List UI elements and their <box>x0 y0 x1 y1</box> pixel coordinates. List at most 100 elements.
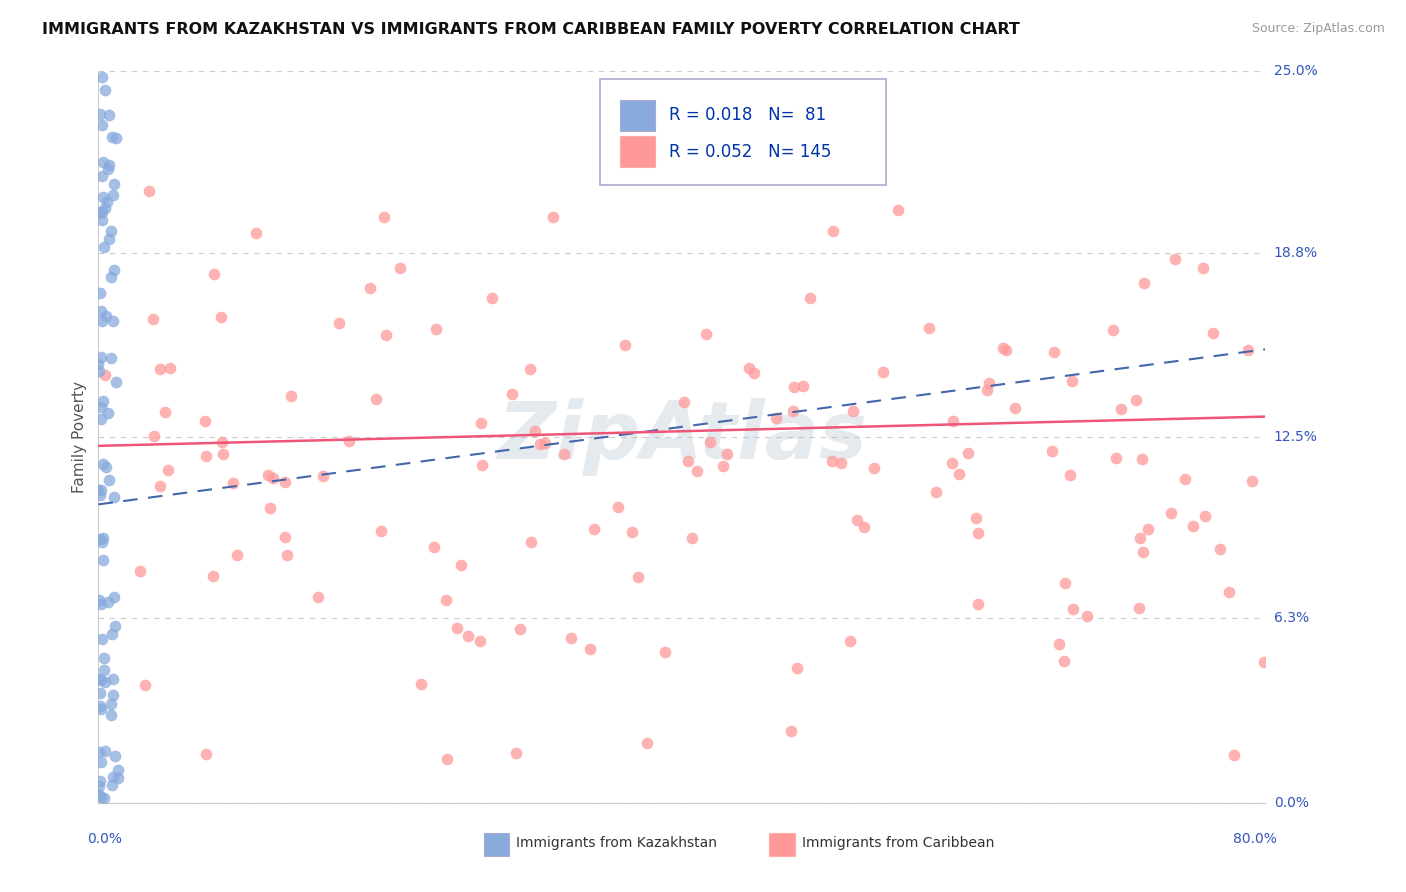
Point <box>582 522 605 536</box>
Point <box>89 107 111 121</box>
Text: IMMIGRANTS FROM KAZAKHSTAN VS IMMIGRANTS FROM CARIBBEAN FAMILY POVERTY CORRELATI: IMMIGRANTS FROM KAZAKHSTAN VS IMMIGRANTS… <box>42 22 1021 37</box>
Point <box>195 747 218 762</box>
Point <box>225 549 247 563</box>
Point <box>97 108 120 122</box>
Point <box>925 485 948 500</box>
Point <box>90 789 112 804</box>
Text: 18.8%: 18.8% <box>1274 246 1317 260</box>
Point <box>97 595 120 609</box>
Point <box>90 702 112 716</box>
Point <box>97 157 120 171</box>
Point <box>706 108 728 122</box>
Point <box>423 540 446 554</box>
Point <box>1062 374 1084 388</box>
Point <box>370 524 392 538</box>
Point <box>765 410 787 425</box>
Point <box>138 184 160 198</box>
Point <box>103 263 125 277</box>
Text: 80.0%: 80.0% <box>1233 832 1277 846</box>
Point <box>104 619 127 633</box>
Point <box>96 195 118 210</box>
Point <box>90 70 112 84</box>
Text: 0.0%: 0.0% <box>1274 796 1309 810</box>
Point <box>274 530 297 544</box>
Point <box>107 771 129 785</box>
Point <box>276 548 298 562</box>
Point <box>201 569 224 583</box>
Point <box>967 525 990 540</box>
Point <box>509 622 531 636</box>
Point <box>1043 344 1066 359</box>
Point <box>681 531 703 545</box>
Point <box>799 291 821 305</box>
Point <box>87 745 110 759</box>
Point <box>579 641 602 656</box>
Text: R = 0.052   N= 145: R = 0.052 N= 145 <box>669 143 831 161</box>
FancyBboxPatch shape <box>620 136 655 167</box>
Point <box>716 447 738 461</box>
Point <box>155 404 177 418</box>
Point <box>1062 602 1084 616</box>
Point <box>501 387 523 401</box>
Point <box>94 368 117 382</box>
Point <box>1209 541 1232 556</box>
Text: 6.3%: 6.3% <box>1274 612 1309 625</box>
Point <box>100 698 122 712</box>
Point <box>89 779 111 793</box>
Point <box>886 202 908 217</box>
Point <box>90 350 112 364</box>
Point <box>100 707 122 722</box>
Point <box>257 467 280 482</box>
Point <box>90 755 112 769</box>
Point <box>212 447 235 461</box>
Point <box>1182 519 1205 533</box>
Point <box>94 310 117 324</box>
Point <box>93 393 115 408</box>
Y-axis label: Family Poverty: Family Poverty <box>72 381 87 493</box>
Point <box>995 343 1018 357</box>
Point <box>94 201 117 215</box>
Point <box>977 376 1000 390</box>
Point <box>470 634 492 648</box>
Point <box>94 744 117 758</box>
Text: Source: ZipAtlas.com: Source: ZipAtlas.com <box>1251 22 1385 36</box>
Point <box>103 688 125 702</box>
Point <box>1053 575 1076 590</box>
Point <box>222 476 245 491</box>
Point <box>780 724 803 739</box>
Point <box>87 483 110 497</box>
Point <box>91 154 114 169</box>
Point <box>686 464 709 478</box>
Point <box>103 590 125 604</box>
Point <box>1253 655 1275 669</box>
Point <box>821 454 844 468</box>
Point <box>823 224 845 238</box>
Point <box>245 226 267 240</box>
Point <box>97 231 120 245</box>
Point <box>1101 323 1123 337</box>
Point <box>149 479 172 493</box>
Text: 0.0%: 0.0% <box>87 832 122 846</box>
Text: 25.0%: 25.0% <box>1274 64 1317 78</box>
Point <box>560 631 582 645</box>
Point <box>470 416 492 430</box>
Point <box>918 321 941 335</box>
Point <box>101 313 124 327</box>
Point <box>1130 451 1153 466</box>
Point <box>1129 531 1152 545</box>
Point <box>541 211 564 225</box>
Point <box>259 500 281 515</box>
Point <box>89 364 111 378</box>
Point <box>143 428 166 442</box>
Point <box>993 341 1015 355</box>
Point <box>1125 393 1147 408</box>
Point <box>87 672 110 686</box>
Point <box>89 773 111 788</box>
Point <box>90 118 112 132</box>
Point <box>699 435 721 450</box>
Point <box>91 190 114 204</box>
Point <box>450 558 472 573</box>
Point <box>91 531 114 545</box>
Point <box>457 629 479 643</box>
Point <box>434 592 457 607</box>
